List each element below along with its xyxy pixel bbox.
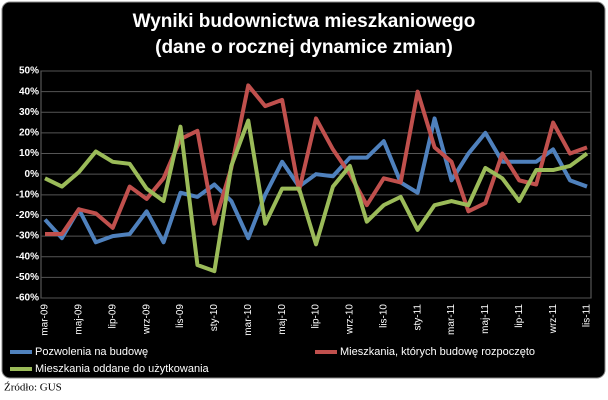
y-tick-label: -20% <box>16 210 39 221</box>
series-line <box>43 116 588 245</box>
legend-label: Mieszkania oddane do użytkowania <box>35 363 210 375</box>
x-tick-label: mar-10 <box>243 304 254 336</box>
x-tick-label: sty-11 <box>412 304 423 331</box>
legend-label: Mieszkania, których budowę rozpoczęto <box>340 346 535 358</box>
x-tick-label: mar-11 <box>446 304 457 335</box>
y-tick-label: 40% <box>19 86 39 97</box>
y-tick-label: 50% <box>19 66 39 77</box>
x-tick-label: lip-10 <box>311 304 322 329</box>
y-tick-label: 10% <box>19 148 39 159</box>
x-tick-label: lip-11 <box>514 304 525 328</box>
x-tick-label: lip-09 <box>107 304 118 329</box>
x-tick-label: maj-09 <box>74 304 85 335</box>
x-tick-label: maj-11 <box>480 304 491 334</box>
series-line <box>44 118 589 274</box>
chart-subtitle: (dane o rocznej dynamice zmian) <box>155 37 453 58</box>
y-tick-label: -60% <box>16 293 39 304</box>
y-tick-label: -10% <box>16 189 39 200</box>
y-tick-label: -30% <box>16 231 39 242</box>
x-tick-label: lis-11 <box>582 304 593 328</box>
source: Źródło: GUS <box>4 382 62 394</box>
x-tick-label: wrz-11 <box>548 304 559 335</box>
y-tick-label: 20% <box>19 128 39 139</box>
y-tick-label: -50% <box>16 272 39 283</box>
legend-label: Pozwolenia na budowę <box>35 346 148 358</box>
x-tick-label: maj-10 <box>277 304 288 335</box>
x-tick-label: wrz-09 <box>141 304 152 335</box>
chart-background <box>1 1 606 379</box>
x-tick-label: lis-09 <box>175 304 186 328</box>
chart-title: Wyniki budownictwa mieszkaniowego <box>133 11 476 32</box>
x-tick-label: lis-10 <box>378 304 389 328</box>
y-tick-label: 30% <box>19 107 39 118</box>
x-tick-label: sty-10 <box>209 304 220 332</box>
y-tick-label: -40% <box>16 251 39 262</box>
y-tick-label: 0% <box>25 169 40 180</box>
series-line <box>45 83 588 237</box>
x-tick-label: mar-09 <box>40 304 51 336</box>
x-tick-label: wrz-10 <box>345 304 356 335</box>
